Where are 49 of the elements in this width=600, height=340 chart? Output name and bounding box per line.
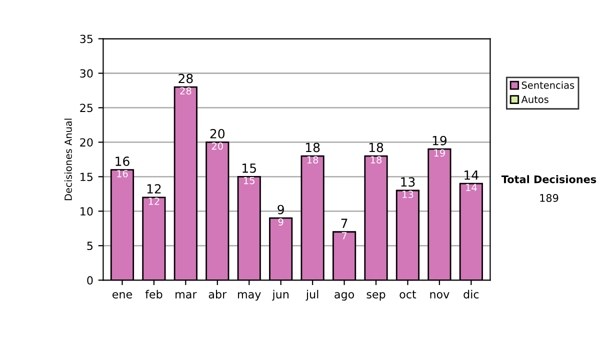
total-label: 12 [147, 184, 161, 194]
data-label: 28 [180, 87, 192, 95]
total-label: 18 [369, 142, 384, 152]
total-label: 16 [116, 156, 130, 166]
text: 189 [540, 194, 558, 202]
data-label: 20 [212, 142, 223, 150]
y-tick-label: 15 [80, 172, 93, 182]
total-label: 7 [341, 218, 348, 228]
x-tick-label: ene [112, 292, 132, 298]
total-label: 19 [432, 136, 447, 146]
data-label: 19 [434, 149, 445, 157]
text: Total Decisiones [501, 175, 596, 184]
total-label: 13 [401, 177, 415, 187]
data-label: 18 [370, 156, 382, 164]
x-tick-label: may [238, 292, 261, 301]
x-tick-label: feb [145, 290, 162, 298]
y-tick-label: 10 [80, 207, 93, 216]
y-tick-label: 30 [80, 69, 93, 78]
y-tick-label: 20 [80, 138, 93, 147]
x-tick-label: abr [208, 290, 227, 298]
x-tick-label: jun [272, 290, 288, 301]
y-tick-label: 35 [80, 34, 93, 44]
total-label: 9 [278, 204, 284, 214]
data-label: 16 [117, 170, 128, 178]
y-tick-label: 25 [80, 104, 93, 112]
y-axis-title: Decisiones Anual [64, 118, 72, 200]
legend-label: Autos [521, 96, 548, 104]
x-tick-label: oct [400, 290, 416, 298]
total-label: 28 [178, 74, 193, 84]
x-tick-label: nov [430, 292, 450, 298]
data-label: 18 [307, 156, 318, 164]
x-tick-label: mar [176, 292, 197, 298]
total-label: 20 [210, 128, 225, 138]
legend-label: Sentencias [522, 81, 574, 89]
data-label: 15 [244, 177, 254, 184]
total-label: 18 [306, 142, 320, 152]
data-label: 9 [278, 218, 284, 226]
x-tick-label: dic [464, 290, 479, 298]
data-label: 7 [342, 232, 347, 240]
total-label: 14 [464, 170, 478, 180]
x-tick-label: jul [306, 290, 318, 301]
data-label: 14 [466, 184, 477, 191]
x-tick-label: ago [334, 292, 354, 301]
data-label: 12 [148, 198, 160, 205]
x-tick-label: sep [366, 292, 386, 301]
total-label: 15 [242, 164, 256, 173]
y-tick-label: 5 [87, 242, 93, 250]
y-tick-label: 0 [87, 276, 93, 285]
data-label: 13 [402, 190, 414, 198]
